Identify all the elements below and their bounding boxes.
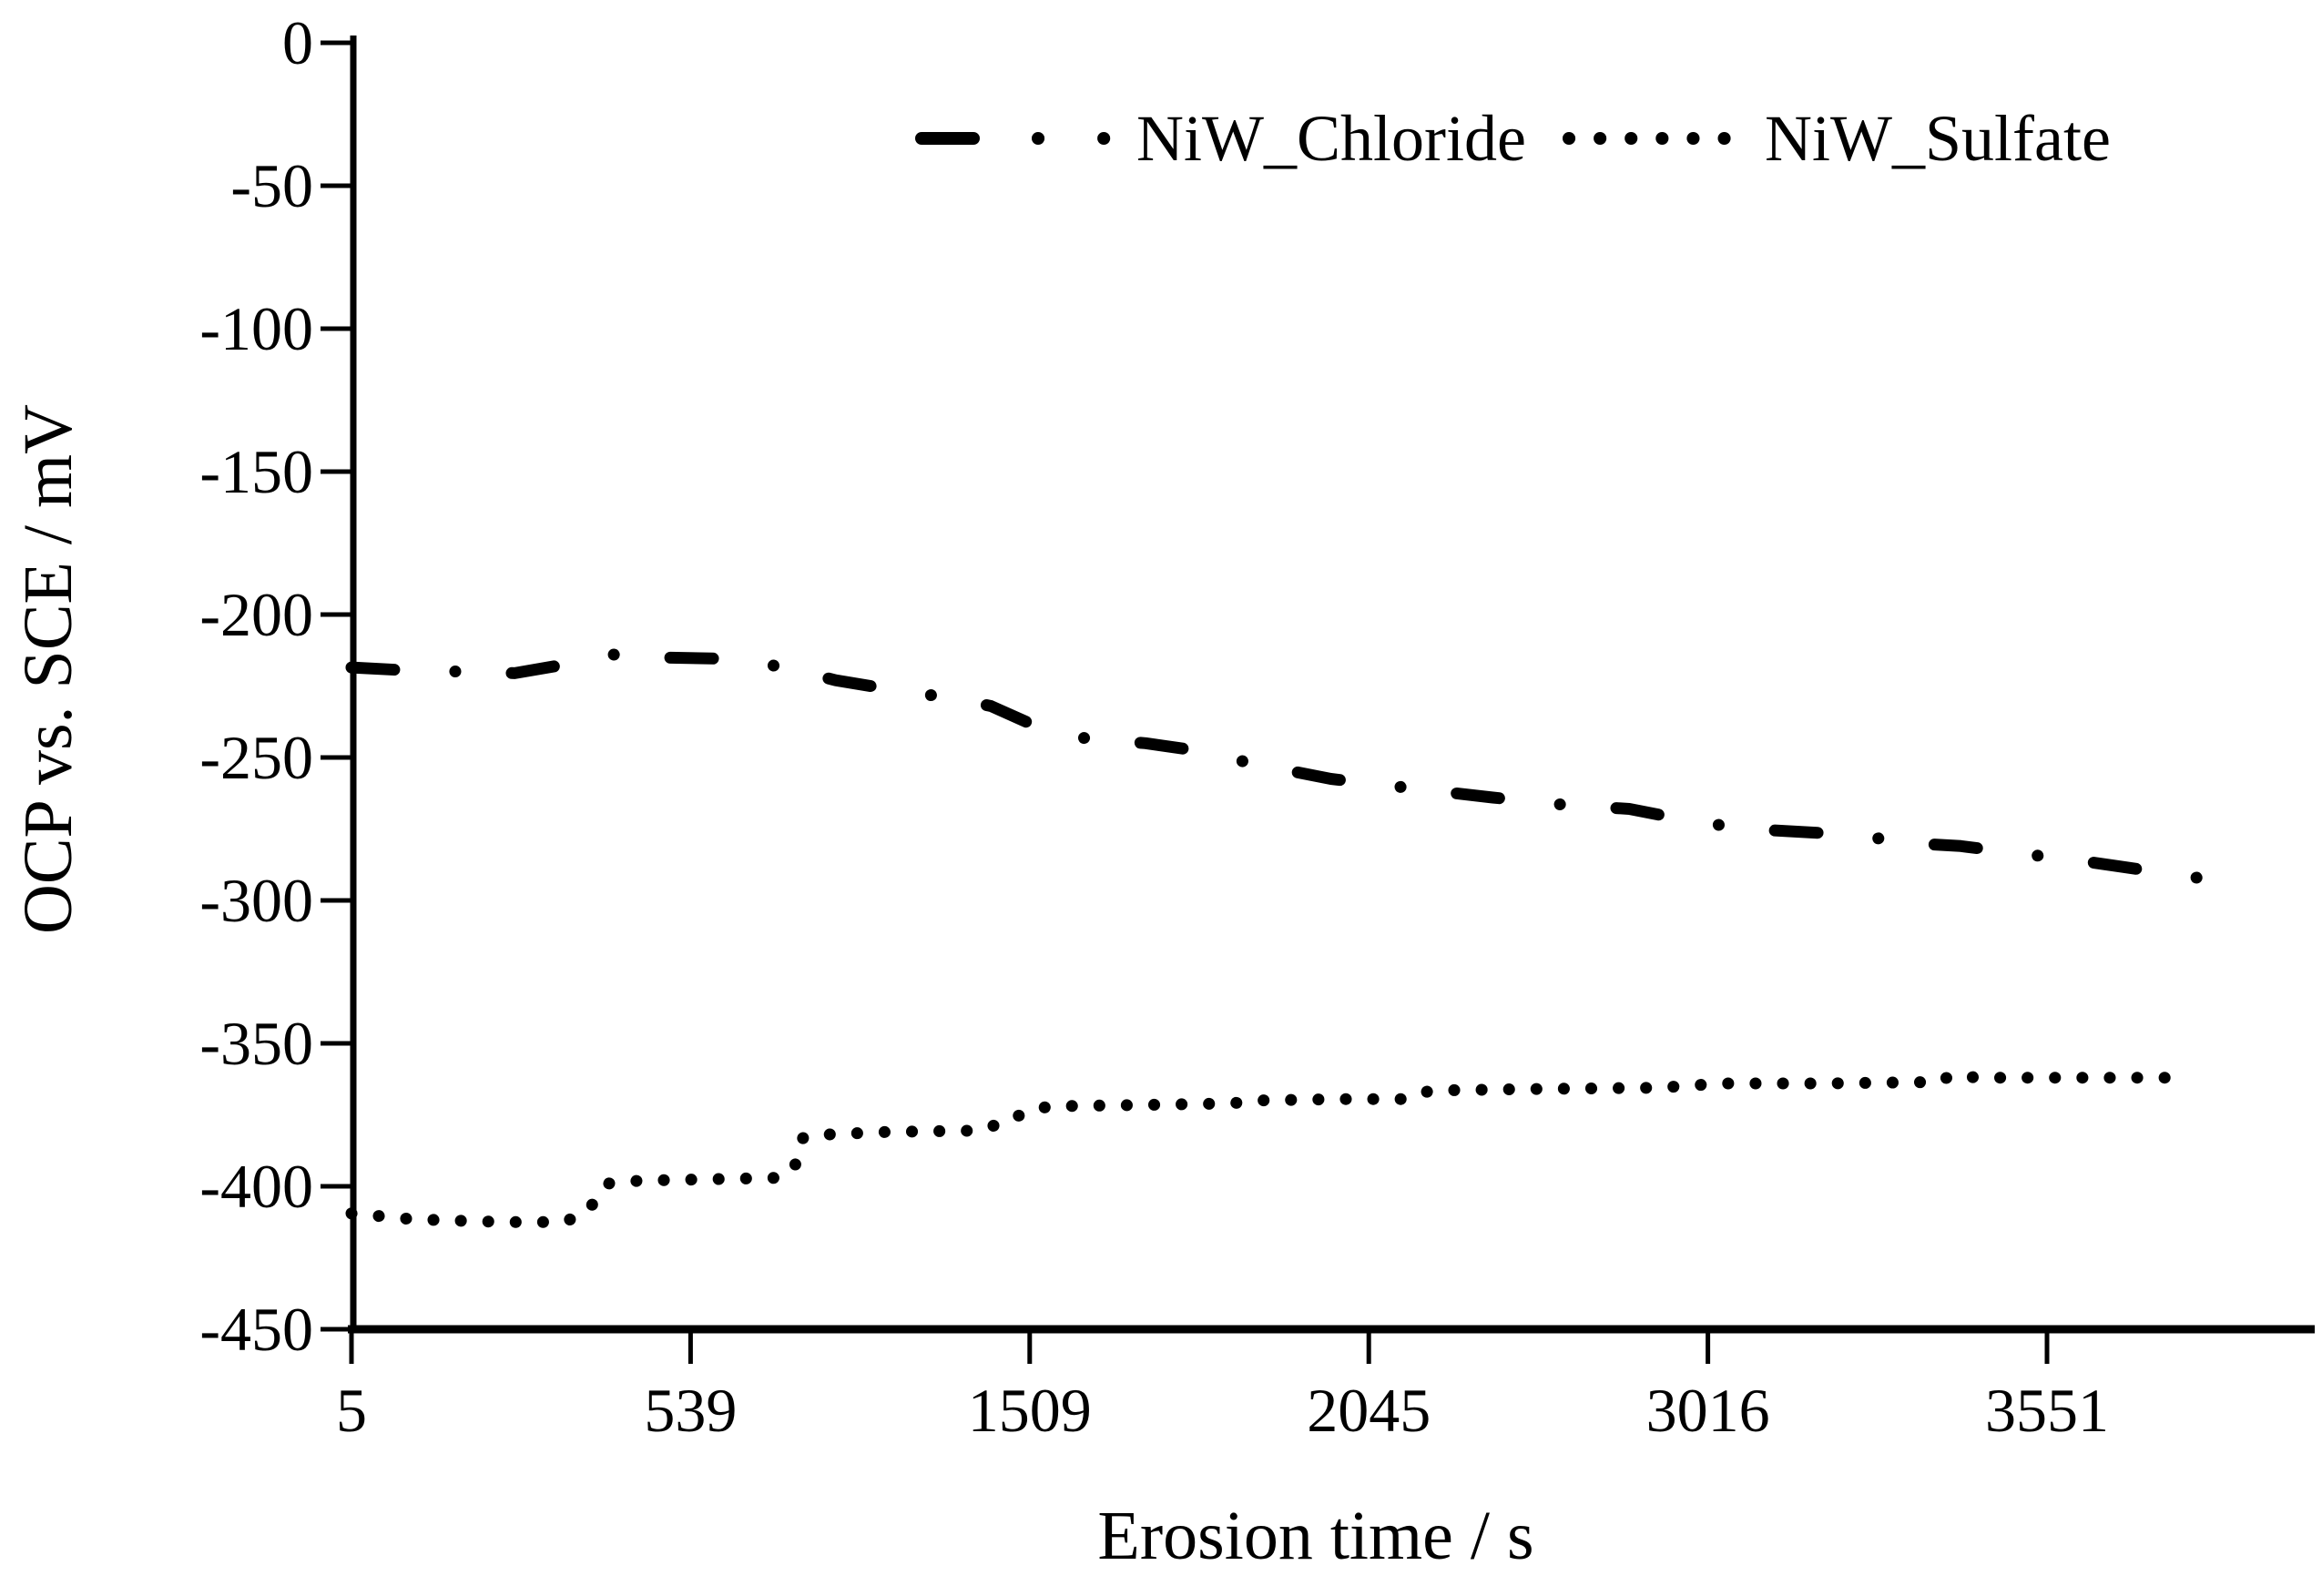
y-tick-label: -300	[199, 866, 313, 935]
series-niw_sulfate	[345, 1069, 2188, 1228]
legend: NiW_Chloride NiW_Sulfate	[915, 102, 2111, 175]
x-tick-label: 3551	[1985, 1376, 2109, 1445]
y-tick-label: 0	[282, 8, 313, 77]
y-tick-label: -350	[199, 1009, 313, 1078]
y-tick-label: -450	[199, 1295, 313, 1364]
y-tick-label: -400	[199, 1152, 313, 1221]
legend-label-niw_sulfate: NiW_Sulfate	[1765, 102, 2111, 175]
y-tick-label: -150	[199, 437, 313, 506]
x-tick-label: 3016	[1646, 1376, 1770, 1445]
y-tick-label: -250	[199, 723, 313, 792]
x-tick-label: 2045	[1307, 1376, 1431, 1445]
y-axis-title: OCP vs. SCE / mV	[10, 404, 87, 934]
legend-label-niw_chloride: NiW_Chloride	[1136, 102, 1526, 175]
y-tick-label: -100	[199, 294, 313, 363]
y-tick-label: -200	[199, 580, 313, 649]
x-tick-label: 5	[336, 1376, 367, 1445]
x-axis-title: Erosion time / s	[1097, 1498, 1533, 1574]
y-tick-label: -50	[230, 151, 313, 220]
x-tick-label: 539	[644, 1376, 737, 1445]
x-tick-label: 1509	[968, 1376, 1092, 1445]
series-niw_chloride	[345, 648, 2250, 889]
